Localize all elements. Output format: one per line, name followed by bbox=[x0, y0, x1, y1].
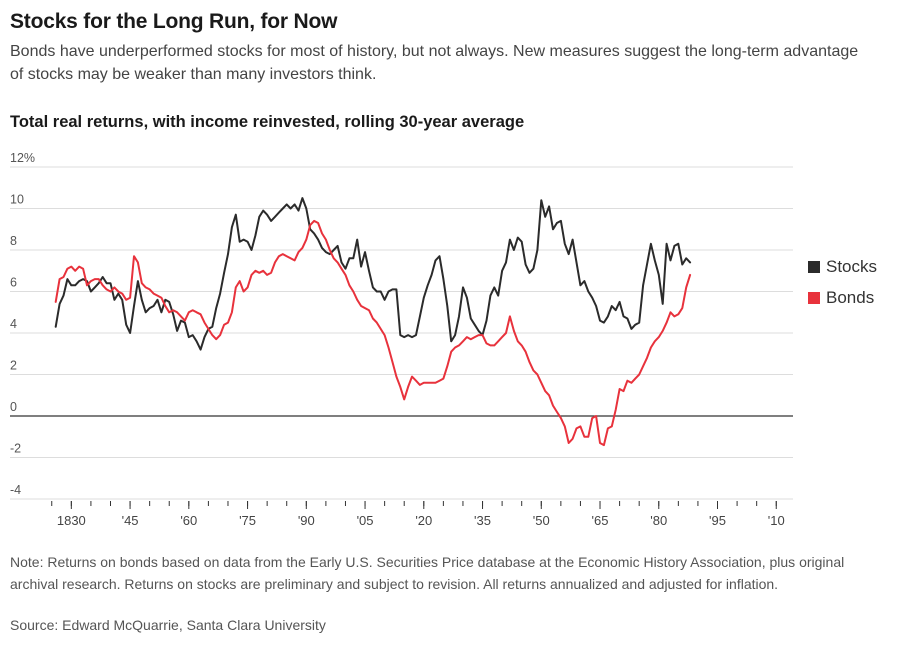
x-tick-label: '60 bbox=[180, 513, 197, 528]
page-subtitle: Bonds have underperformed stocks for mos… bbox=[10, 43, 859, 83]
series-line-bonds bbox=[54, 219, 692, 447]
x-tick-label: '05 bbox=[357, 513, 374, 528]
bonds-swatch bbox=[808, 292, 820, 304]
x-tick-label: '45 bbox=[122, 513, 139, 528]
y-tick-label: 8 bbox=[10, 234, 17, 248]
y-tick-label: -4 bbox=[10, 483, 21, 497]
series-line-stocks bbox=[54, 197, 692, 351]
series-lines bbox=[54, 197, 692, 447]
legend-label-stocks: Stocks bbox=[826, 257, 878, 276]
legend-item-bonds: Bonds bbox=[808, 287, 877, 309]
y-axis-labels: 12% 10 8 6 4 2 0 -2 -4 bbox=[10, 151, 35, 497]
legend-item-stocks: Stocks bbox=[808, 256, 877, 278]
x-tick-label: '50 bbox=[533, 513, 550, 528]
chart-title: Total real returns, with income reinvest… bbox=[10, 113, 525, 131]
x-tick-label: '90 bbox=[298, 513, 315, 528]
x-tick-label: '35 bbox=[474, 513, 491, 528]
legend-label-bonds: Bonds bbox=[826, 288, 875, 307]
y-tick-label: 10 bbox=[10, 193, 24, 207]
x-tick-label: '65 bbox=[592, 513, 609, 528]
x-tick-label: '95 bbox=[709, 513, 726, 528]
y-tick-label: 0 bbox=[10, 400, 17, 414]
y-tick-label: 4 bbox=[10, 317, 17, 331]
y-tick-label: 6 bbox=[10, 276, 17, 290]
x-tick-label: '10 bbox=[768, 513, 785, 528]
grid-lines bbox=[10, 166, 793, 500]
x-tick-label: 1830 bbox=[57, 513, 86, 528]
x-tick-label: '75 bbox=[239, 513, 256, 528]
chart-note: Note: Returns on bonds based on data fro… bbox=[10, 554, 845, 592]
page-title: Stocks for the Long Run, for Now bbox=[10, 10, 338, 33]
line-chart: 12% 10 8 6 4 2 0 -2 -4 1830 '45 '60 '75 '90 '05 '20 '35… bbox=[10, 151, 793, 528]
legend: Stocks Bonds bbox=[808, 256, 877, 318]
y-tick-label: 2 bbox=[10, 359, 17, 373]
chart-source: Source: Edward McQuarrie, Santa Clara Un… bbox=[10, 617, 326, 633]
y-tick-label: 12% bbox=[10, 151, 35, 165]
x-tick-label: '80 bbox=[650, 513, 667, 528]
y-tick-label: -2 bbox=[10, 442, 21, 456]
x-axis: 1830 '45 '60 '75 '90 '05 '20 '35 '50 '65 '80 '95 '10 bbox=[51, 501, 785, 528]
stocks-swatch bbox=[808, 261, 820, 273]
x-tick-label: '20 bbox=[415, 513, 432, 528]
